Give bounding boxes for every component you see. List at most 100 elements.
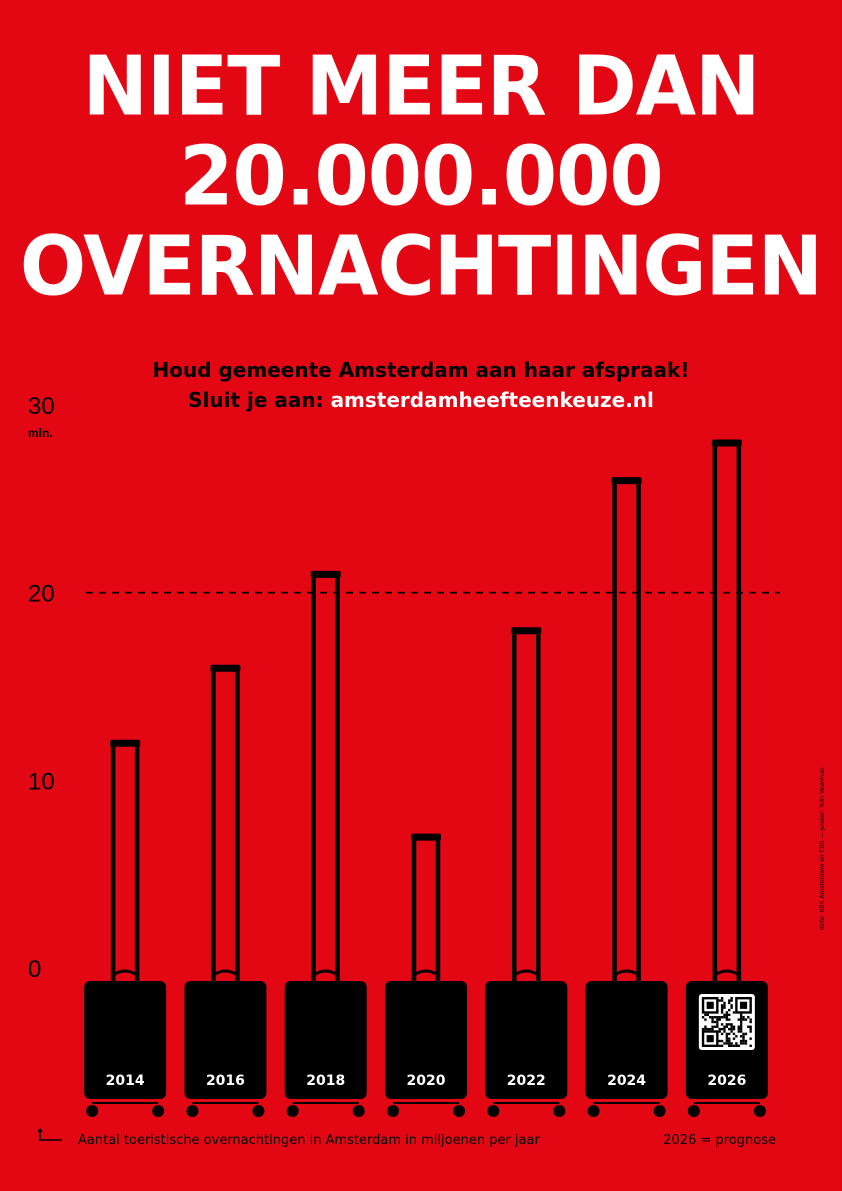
y-axis: 0 10 20 30 mln. <box>28 393 55 983</box>
qr-module <box>728 1023 731 1026</box>
qr-module <box>749 1044 752 1047</box>
qr-module <box>742 1035 745 1038</box>
qr-module <box>728 1027 731 1031</box>
qr-module <box>730 1027 733 1031</box>
campaign-url-link[interactable]: amsterdamheefteenkeuze.nl <box>330 388 654 412</box>
qr-module <box>704 1018 707 1021</box>
qr-module <box>720 999 724 1002</box>
qr-module <box>742 1032 745 1036</box>
qr-module <box>739 1023 743 1026</box>
qr-module <box>713 1016 717 1019</box>
qr-module <box>711 1020 714 1024</box>
x-tick-label-2022: 2022 <box>507 1073 546 1089</box>
subtitle-line-1: Houd gemeente Amsterdam aan haar afspraa… <box>152 358 690 382</box>
qr-module <box>716 1020 719 1024</box>
qr-module <box>725 1035 729 1038</box>
qr-module <box>730 1004 733 1007</box>
qr-module <box>730 1006 733 1009</box>
qr-module <box>732 1025 736 1028</box>
qr-module <box>742 1018 745 1021</box>
qr-module <box>739 1013 743 1017</box>
qr-module <box>718 999 721 1002</box>
qr-module <box>706 1013 709 1017</box>
qr-module <box>709 1016 712 1019</box>
x-tick-label-2016: 2016 <box>206 1073 245 1089</box>
qr-module <box>744 1032 748 1036</box>
qr-module <box>739 1020 743 1024</box>
qr-module <box>713 1020 717 1024</box>
x-tick-label-2020: 2020 <box>407 1073 446 1089</box>
forecast-note: 2026 = prognose <box>663 1133 776 1148</box>
qr-module <box>739 1025 743 1028</box>
suitcase-wheel-left-2018 <box>286 1105 299 1117</box>
qr-module <box>718 1027 721 1031</box>
qr-module <box>718 1039 721 1043</box>
qr-module <box>723 1027 726 1031</box>
qr-module <box>749 1037 752 1040</box>
qr-module <box>711 1016 714 1019</box>
qr-module <box>728 1039 731 1043</box>
qr-module <box>716 1023 719 1026</box>
qr-module <box>711 1018 714 1021</box>
qr-module <box>725 1011 729 1014</box>
qr-module <box>720 1023 724 1026</box>
qr-module <box>749 1020 752 1024</box>
bar-2024: 2024 <box>585 477 668 1117</box>
suitcase-wheel-right-2024 <box>653 1105 666 1117</box>
qr-module <box>739 1030 743 1033</box>
x-tick-label-2026: 2026 <box>707 1073 746 1089</box>
qr-module <box>742 1016 745 1019</box>
qr-module <box>725 1039 729 1043</box>
qr-finder-inner-2 <box>706 1035 714 1043</box>
x-tick-label-2018: 2018 <box>306 1073 345 1089</box>
qr-module <box>744 1018 748 1021</box>
bar-handle-base-2024 <box>613 969 640 977</box>
bar-grip-2026 <box>711 439 742 447</box>
y-tick-label-30: 30 <box>28 393 55 420</box>
qr-module <box>737 1025 740 1028</box>
y-tick-label-20: 20 <box>28 581 55 608</box>
qr-module <box>728 1044 731 1047</box>
bar-handle-base-2026 <box>714 969 740 977</box>
bar-handle-base-2022 <box>513 969 540 977</box>
qr-module <box>730 1025 733 1028</box>
qr-module <box>732 1037 736 1040</box>
qr-module <box>706 1027 709 1031</box>
suitcase-wheel-left-2014 <box>86 1105 99 1117</box>
y-tick-label-10: 10 <box>28 768 55 795</box>
qr-module <box>725 1037 729 1040</box>
qr-module <box>718 1016 721 1019</box>
suitcase-body-2016 <box>184 981 267 1099</box>
suitcase-wheel-right-2022 <box>553 1105 566 1117</box>
qr-module <box>742 1037 745 1040</box>
bar-grip-2018 <box>310 570 341 578</box>
qr-module <box>728 1018 731 1021</box>
qr-finder-inner-1 <box>739 1001 748 1009</box>
qr-module <box>711 1025 714 1028</box>
suitcase-wheel-right-2014 <box>152 1105 165 1117</box>
bar-grip-2014 <box>110 739 141 747</box>
qr-module <box>725 1023 729 1026</box>
qr-finder-inner-0 <box>706 1001 714 1009</box>
qr-module <box>728 1037 731 1040</box>
qr-module <box>742 1042 745 1045</box>
qr-module <box>728 1001 731 1005</box>
bar-2020: 2020 <box>385 833 467 1117</box>
qr-module <box>720 1004 724 1007</box>
qr-module <box>711 1027 714 1031</box>
suitcase-wheel-left-2022 <box>487 1105 500 1117</box>
qr-module <box>716 1025 719 1028</box>
bar-grip-2020 <box>411 833 441 841</box>
qr-module <box>701 1016 705 1019</box>
suitcase-wheel-right-2018 <box>352 1105 365 1117</box>
qr-module <box>730 1044 733 1047</box>
qr-module <box>744 1039 748 1043</box>
qr-module <box>718 1018 721 1021</box>
qr-module <box>701 1027 705 1031</box>
qr-module <box>749 1025 752 1028</box>
qr-module <box>725 1042 729 1045</box>
qr-module <box>725 1025 729 1028</box>
qr-module <box>723 1001 726 1005</box>
suitcase-body-2020 <box>385 981 467 1099</box>
bars-group: 2014 2016 2018 2020 2022 2024 2026 <box>84 439 768 1117</box>
